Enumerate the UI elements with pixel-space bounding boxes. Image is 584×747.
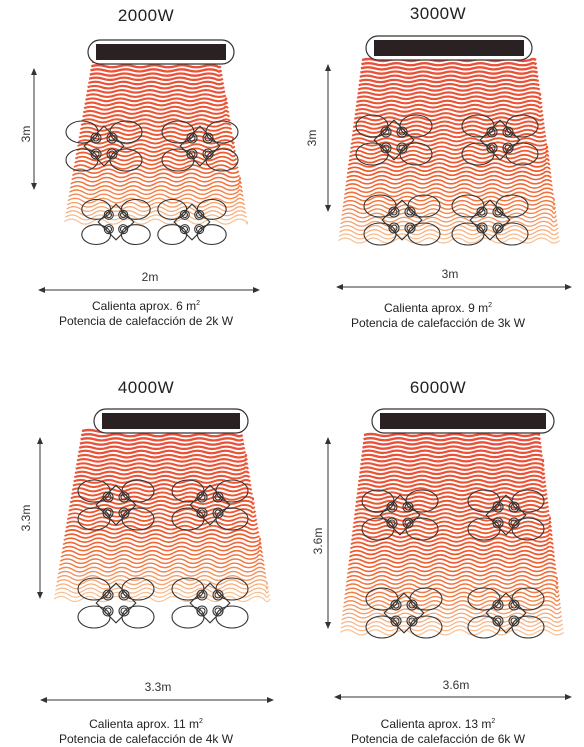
height-label: 3.6m <box>311 528 325 555</box>
area-text: Calienta aprox. 6 m <box>92 299 197 313</box>
coverage-diagram: 3.3m 3.3m <box>19 408 274 703</box>
panel-caption: Calienta aprox. 11 m2 Potencia de calefa… <box>0 714 292 747</box>
area-text: Calienta aprox. 11 m <box>89 717 199 731</box>
width-label: 2m <box>142 270 159 284</box>
width-label: 3.6m <box>443 678 470 692</box>
height-label: 3m <box>19 126 33 143</box>
panel-caption: Calienta aprox. 6 m2 Potencia de calefac… <box>0 296 292 329</box>
heater-panel-2000w: 2000W 3m 2m Calienta aprox. 6 m2 Potenci… <box>0 0 292 373</box>
panel-title: 6000W <box>409 378 467 397</box>
width-label: 3.3m <box>145 680 172 694</box>
height-label: 3m <box>305 130 319 147</box>
heater-panel-6000w: 6000W 3.6m 3.6m Calienta aprox. 13 m2 Po… <box>292 373 584 746</box>
lounge-chair-icon <box>65 120 239 246</box>
panel-caption: Calienta aprox. 13 m2 Potencia de calefa… <box>292 714 584 747</box>
panel-title: 3000W <box>409 4 467 23</box>
lounge-chair-icon <box>77 479 249 629</box>
heat-wave-icon <box>64 59 249 225</box>
lounge-chair-icon <box>361 489 545 639</box>
area-text: Calienta aprox. 9 m <box>384 301 489 315</box>
area-text: Calienta aprox. 13 m <box>380 717 492 731</box>
area-unit-exponent: 2 <box>198 718 203 725</box>
coverage-diagram: 3.6m 3.6m <box>311 408 572 700</box>
heater-panel-4000w: 4000W 3.3m 3.3m Calienta aprox. 11 m2 Po… <box>0 373 292 746</box>
area-unit-exponent: 2 <box>196 300 200 307</box>
power-text: Potencia de calefacción de 2k W <box>58 314 234 328</box>
heat-wave-icon <box>339 432 565 636</box>
width-label: 3m <box>442 267 459 281</box>
panel-title: 2000W <box>117 6 175 25</box>
area-unit-exponent: 2 <box>491 718 496 725</box>
area-unit-exponent: 2 <box>488 302 492 309</box>
power-text: Potencia de calefacción de 6k W <box>350 732 526 746</box>
power-text: Potencia de calefacción de 3k W <box>350 316 526 330</box>
coverage-diagram: 3m 2m <box>19 39 260 293</box>
panel-title: 4000W <box>117 378 175 397</box>
heat-wave-icon <box>53 428 271 603</box>
heater-panel-3000w: 3000W 3m 3m Calienta aprox. 9 m2 Potenci… <box>292 0 584 373</box>
coverage-diagram: 3m 3m <box>305 35 572 290</box>
lounge-chair-icon <box>355 114 539 246</box>
panel-caption: Calienta aprox. 9 m2 Potencia de calefac… <box>292 298 584 331</box>
power-text: Potencia de calefacción de 4k W <box>58 732 234 746</box>
height-label: 3.3m <box>19 505 33 532</box>
